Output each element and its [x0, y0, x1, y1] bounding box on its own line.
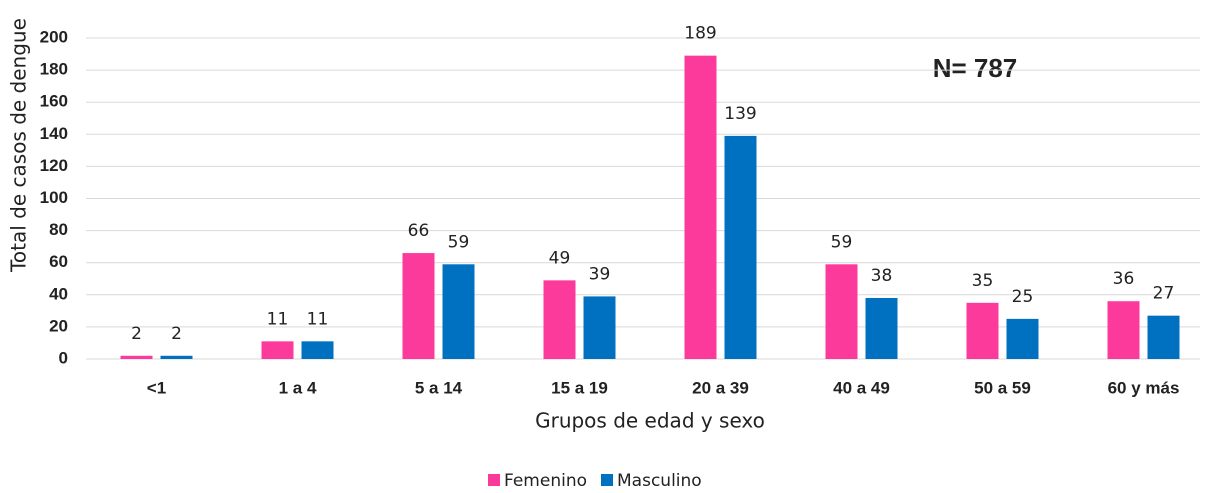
x-tick-label: 15 a 19	[551, 378, 608, 397]
value-label: 66	[408, 221, 430, 241]
value-label: 27	[1153, 284, 1175, 304]
value-label: 59	[448, 232, 470, 252]
annotation: N= 787	[933, 53, 1018, 83]
value-label: 2	[131, 324, 142, 344]
x-tick-label: 20 a 39	[692, 378, 749, 397]
bar	[865, 298, 898, 359]
x-axis-label: Grupos de edad y sexo	[535, 409, 765, 433]
y-tick-label: 80	[49, 220, 68, 239]
y-tick-label: 0	[59, 348, 68, 367]
bar	[966, 302, 999, 359]
y-axis-label: Total de casos de dengue	[7, 18, 31, 273]
bar	[1147, 315, 1180, 359]
value-label: 189	[684, 24, 716, 44]
y-tick-label: 180	[40, 60, 68, 79]
value-label: 49	[549, 248, 571, 268]
legend-label: Femenino	[504, 471, 587, 491]
value-label: 139	[724, 104, 756, 124]
bar	[825, 264, 858, 359]
bar	[1107, 301, 1140, 359]
x-tick-label: 50 a 59	[974, 378, 1031, 397]
value-label: 35	[972, 271, 994, 291]
value-label: 38	[871, 266, 893, 286]
value-label: 25	[1012, 287, 1034, 307]
y-tick-label: 20	[49, 316, 68, 335]
x-tick-label: 5 a 14	[415, 378, 463, 397]
legend-swatch	[488, 474, 500, 486]
value-label: 39	[589, 264, 611, 284]
y-tick-label: 100	[40, 188, 68, 207]
value-label: 11	[267, 309, 289, 329]
x-tick-label: 60 y más	[1108, 378, 1180, 397]
bar	[583, 296, 616, 359]
y-tick-label: 200	[40, 27, 68, 46]
value-label: 59	[831, 232, 853, 252]
value-label: 11	[307, 309, 329, 329]
bar	[120, 355, 153, 359]
bar	[724, 135, 757, 359]
legend-label: Masculino	[617, 471, 702, 491]
value-label: 2	[171, 324, 182, 344]
y-tick-label: 120	[40, 156, 68, 175]
bar	[543, 280, 576, 359]
bar	[442, 264, 475, 359]
bar	[160, 355, 193, 359]
bar	[261, 341, 294, 359]
y-tick-label: 160	[40, 92, 68, 111]
bar	[402, 253, 435, 359]
value-label: 36	[1113, 269, 1135, 289]
bar	[1006, 318, 1039, 359]
bar	[301, 341, 334, 359]
x-tick-label: <1	[147, 378, 166, 397]
bar	[684, 55, 717, 359]
y-tick-label: 60	[49, 252, 68, 271]
y-tick-label: 140	[40, 124, 68, 143]
y-tick-label: 40	[49, 284, 68, 303]
legend-swatch	[601, 474, 613, 486]
x-tick-label: 40 a 49	[833, 378, 890, 397]
x-tick-label: 1 a 4	[279, 378, 317, 397]
